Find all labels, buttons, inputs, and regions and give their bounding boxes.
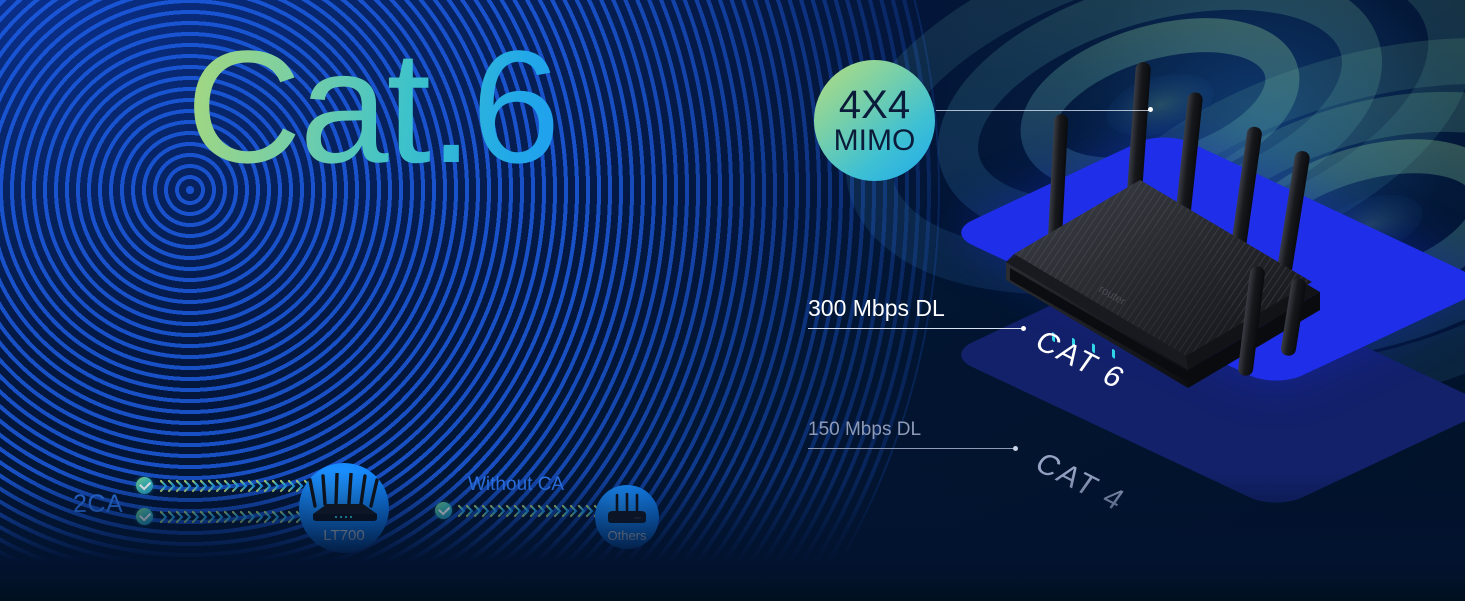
callout-leader-line <box>808 328 1023 329</box>
callout-value: 300 Mbps DL <box>808 295 945 321</box>
mimo-leader-dot <box>1148 107 1153 112</box>
callout-dot <box>1021 326 1026 331</box>
mimo-badge-subtitle: MIMO <box>833 123 916 157</box>
mimo-badge-title: 4X4 <box>838 82 911 127</box>
callout-leader-line <box>808 448 1015 449</box>
page-title: Cat.6 <box>186 17 560 196</box>
router-icon: router <box>1006 62 1320 388</box>
router-hero-scene: router CAT 6 CAT 4 300 Mbps DL 150 Mbps … <box>760 0 1465 601</box>
mimo-badge: 4X4 MIMO <box>814 60 935 181</box>
callout-150mbps: 150 Mbps DL <box>808 419 1018 451</box>
background-bottom-fade <box>0 471 1465 601</box>
callout-value: 150 Mbps DL <box>808 419 922 440</box>
callout-300mbps: 300 Mbps DL <box>808 295 1026 331</box>
mimo-leader-line <box>936 110 1150 111</box>
callout-dot <box>1013 446 1018 451</box>
